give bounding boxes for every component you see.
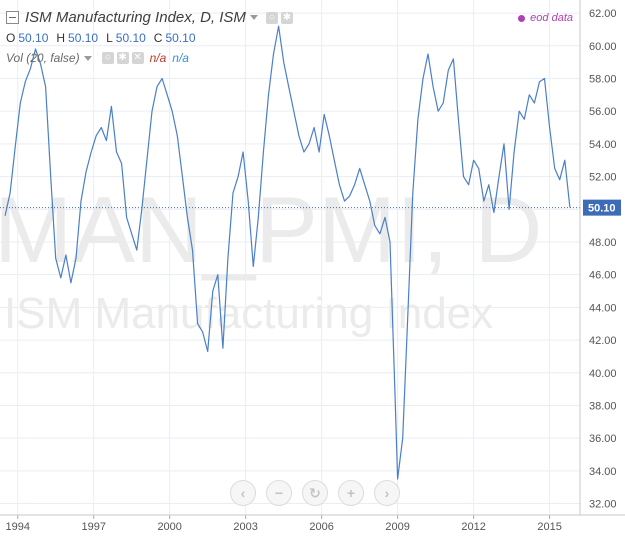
y-tick-label: 56.00 bbox=[589, 106, 617, 118]
navigation-bar: ‹ − ↻ + › bbox=[230, 480, 410, 506]
source-label: eod data bbox=[530, 12, 573, 24]
y-tick-label: 34.00 bbox=[589, 466, 617, 478]
close-icon[interactable]: ✕ bbox=[131, 52, 144, 64]
ohlc-values: O 50.10 H 50.10 L 50.10 C 50.10 bbox=[6, 31, 293, 45]
chevron-down-icon[interactable] bbox=[249, 15, 258, 20]
x-tick-label: 2009 bbox=[385, 521, 409, 533]
y-tick-label: 46.00 bbox=[589, 270, 617, 282]
close-value: 50.10 bbox=[165, 31, 196, 45]
x-tick-label: 2015 bbox=[537, 521, 561, 533]
y-tick-label: 32.00 bbox=[589, 499, 617, 511]
chevron-down-icon[interactable] bbox=[83, 55, 92, 61]
open-value: 50.10 bbox=[18, 31, 49, 45]
last-value-badge bbox=[583, 199, 621, 216]
x-tick-label: 2003 bbox=[233, 521, 257, 533]
y-tick-label: 54.00 bbox=[589, 139, 617, 151]
y-tick-label: 42.00 bbox=[589, 335, 617, 347]
chevron-left-icon[interactable]: ‹ bbox=[230, 480, 256, 506]
gear-icon[interactable]: ✱ bbox=[116, 52, 129, 64]
volume-value-na: n/a bbox=[149, 51, 167, 65]
chart-title: ISM Manufacturing Index, D, ISM bbox=[25, 9, 246, 26]
data-source-badge: eod data bbox=[518, 12, 573, 24]
last-value-label: 50.10 bbox=[588, 203, 616, 215]
watermark-name: ISM Manufacturing Index bbox=[4, 289, 493, 338]
x-tick-label: 2000 bbox=[157, 521, 181, 533]
series-line bbox=[4, 25, 571, 480]
y-tick-label: 52.00 bbox=[589, 172, 617, 184]
y-tick-label: 62.00 bbox=[589, 8, 617, 20]
volume-label: Vol (20, false) bbox=[6, 51, 80, 65]
y-tick-label: 40.00 bbox=[589, 368, 617, 380]
settings-icon[interactable]: ○ bbox=[265, 11, 278, 24]
zoom-in-icon[interactable]: + bbox=[338, 480, 364, 506]
y-tick-label: 44.00 bbox=[589, 302, 617, 314]
legend: ISM Manufacturing Index, D, ISM ○ ✱ O 50… bbox=[6, 9, 293, 65]
gear-icon[interactable]: ✱ bbox=[280, 11, 293, 24]
x-tick-label: 1994 bbox=[5, 521, 29, 533]
x-tick-label: 2006 bbox=[309, 521, 333, 533]
y-tick-label: 38.00 bbox=[589, 400, 617, 412]
zoom-out-icon[interactable]: − bbox=[266, 480, 292, 506]
x-tick-label: 2012 bbox=[461, 521, 485, 533]
source-dot-icon bbox=[518, 14, 526, 22]
chevron-right-icon[interactable]: › bbox=[374, 480, 400, 506]
low-value: 50.10 bbox=[115, 31, 146, 45]
high-value: 50.10 bbox=[68, 31, 99, 45]
x-tick-label: 1997 bbox=[81, 521, 105, 533]
close-label: C bbox=[153, 31, 163, 45]
reset-icon[interactable]: ↻ bbox=[302, 480, 328, 506]
y-tick-label: 48.00 bbox=[589, 237, 617, 249]
y-tick-label: 60.00 bbox=[589, 41, 617, 53]
high-label: H bbox=[56, 31, 66, 45]
settings-icon[interactable]: ○ bbox=[101, 52, 114, 64]
volume-ma-na: n/a bbox=[172, 51, 189, 65]
low-label: L bbox=[106, 31, 113, 45]
watermark-symbol: MAN_PMI, D bbox=[0, 177, 542, 282]
y-tick-label: 36.00 bbox=[589, 433, 617, 445]
collapse-icon[interactable] bbox=[6, 11, 19, 24]
y-tick-label: 58.00 bbox=[589, 73, 617, 85]
volume-legend: Vol (20, false) ○ ✱ ✕ n/a n/a bbox=[6, 51, 293, 65]
open-label: O bbox=[6, 31, 16, 45]
